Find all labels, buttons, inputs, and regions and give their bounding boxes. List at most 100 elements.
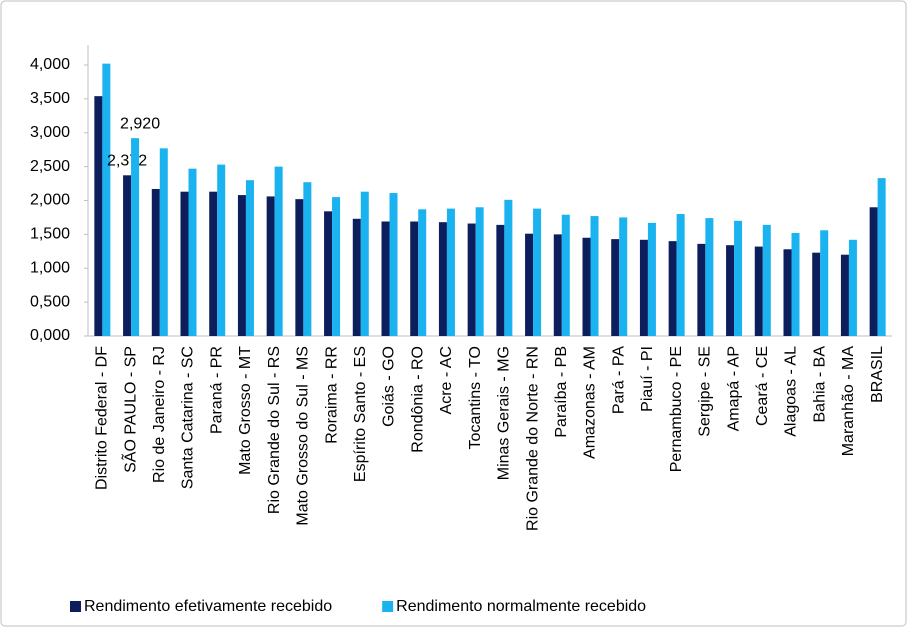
bar <box>726 245 735 336</box>
bar <box>840 254 849 336</box>
bar <box>676 214 685 336</box>
x-tick-label: Mato Grosso do Sul - MS <box>295 346 312 526</box>
bar <box>762 224 771 336</box>
x-tick-label: Paraná - PR <box>208 346 225 434</box>
x-tick-label: Rondônia - RO <box>409 346 426 453</box>
bar <box>303 182 312 336</box>
bar <box>446 208 455 336</box>
bar <box>639 239 648 336</box>
bar <box>783 249 792 336</box>
bar <box>705 218 714 336</box>
x-tick-label: Sergipe - SE <box>697 346 714 437</box>
bar <box>647 222 656 336</box>
x-tick-label: Pernambuco - PE <box>668 346 685 472</box>
bar <box>217 164 226 336</box>
bar <box>123 175 132 336</box>
bar <box>159 148 168 336</box>
y-tick-label: 0,500 <box>30 293 70 310</box>
bar <box>360 191 369 336</box>
bar <box>381 221 390 336</box>
y-tick-label: 3,500 <box>30 90 70 107</box>
x-tick-label: Ceará - CE <box>754 346 771 426</box>
legend-label: Rendimento normalmente recebido <box>396 598 646 615</box>
bar <box>418 209 427 336</box>
bar <box>734 220 743 336</box>
legend-swatch <box>70 601 81 612</box>
x-tick-label: Espírito Santo - ES <box>352 346 369 482</box>
x-tick-label: Maranhão - MA <box>840 346 857 457</box>
bar <box>438 222 447 336</box>
y-tick-label: 2,000 <box>30 192 70 209</box>
bar <box>467 223 476 336</box>
x-tick-label: Alagoas - AL <box>783 346 800 437</box>
bar <box>496 224 505 336</box>
bar <box>151 188 160 336</box>
x-tick-label: Santa Catarina - SC <box>180 346 197 489</box>
bar <box>877 178 886 336</box>
bar <box>812 252 821 336</box>
x-tick-label: Piauí - PI <box>639 346 656 412</box>
bar <box>209 191 218 336</box>
bar <box>561 214 570 336</box>
x-tick-label: Pará - PA <box>610 346 627 415</box>
bar <box>245 180 254 336</box>
bar <box>754 246 763 336</box>
y-tick-label: 2,500 <box>30 158 70 175</box>
bar <box>94 96 103 336</box>
bar <box>266 196 275 336</box>
y-tick-label: 4,000 <box>30 56 70 73</box>
bar <box>131 138 140 336</box>
bar <box>188 168 197 336</box>
bar <box>180 191 189 336</box>
x-tick-label: Roraima - RR <box>323 346 340 444</box>
y-tick-label: 0,000 <box>30 327 70 344</box>
bar <box>848 239 857 336</box>
bar <box>102 63 111 337</box>
y-tick-label: 1,000 <box>30 259 70 276</box>
bar <box>668 241 677 336</box>
x-tick-label: Tocantins - TO <box>467 346 484 449</box>
bar <box>389 193 398 336</box>
x-tick-label: SÃO PAULO - SP <box>119 346 139 473</box>
bar <box>590 216 599 336</box>
x-tick-label: Acre - AC <box>438 346 455 414</box>
x-tick-label: Distrito Federal - DF <box>94 346 111 490</box>
x-tick-label: Rio Grande do Sul - RS <box>266 346 283 514</box>
bar <box>475 207 484 336</box>
x-tick-label: Bahia - BA <box>811 346 828 423</box>
bar <box>324 211 333 336</box>
legend-swatch <box>382 601 394 612</box>
bar <box>410 221 419 336</box>
x-tick-label: Rio Grande do Norte - RN <box>524 346 541 531</box>
x-tick-label: Mato Grosso - MT <box>237 346 254 475</box>
bar <box>619 217 628 336</box>
x-tick-label: Amapá - AP <box>725 346 742 431</box>
bar <box>582 237 591 336</box>
bar <box>295 199 304 336</box>
data-label: 2,372 <box>107 153 147 170</box>
bar <box>274 166 283 336</box>
bar <box>332 197 341 336</box>
y-tick-label: 3,000 <box>30 124 70 141</box>
bar <box>791 233 800 336</box>
bar <box>553 234 562 336</box>
legend-label: Rendimento efetivamente recebido <box>84 598 332 615</box>
x-tick-label: Rio de Janeiro - RJ <box>151 346 168 483</box>
bar <box>533 208 542 336</box>
bar <box>869 207 878 336</box>
bar <box>697 243 706 336</box>
x-tick-label: Amazonas - AM <box>582 346 599 459</box>
bar <box>352 218 361 336</box>
data-label: 2,920 <box>120 115 160 132</box>
bar <box>525 233 534 336</box>
bar <box>611 239 620 336</box>
y-tick-label: 1,500 <box>30 226 70 243</box>
x-tick-label: Minas Gerais - MG <box>496 346 513 480</box>
x-tick-label: Goiás - GO <box>381 346 398 427</box>
x-tick-label: Paraíba - PB <box>553 346 570 438</box>
bar <box>504 199 513 336</box>
bar <box>820 230 829 336</box>
bar <box>237 195 246 336</box>
